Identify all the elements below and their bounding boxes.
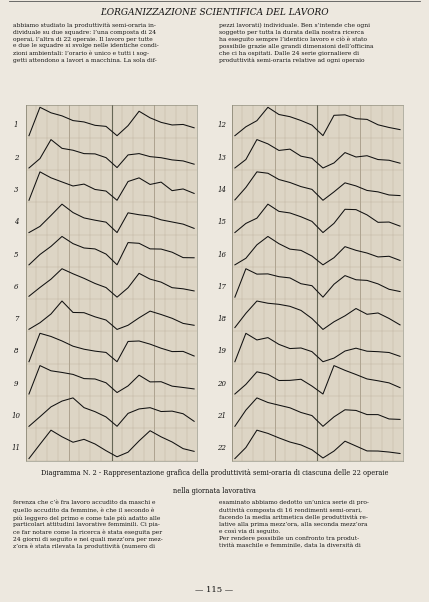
Text: 4: 4 — [14, 219, 18, 226]
Text: 11: 11 — [12, 444, 21, 452]
Text: abbiamo studiato la produttività semi-oraria in-
dividuale su due squadre: l’una: abbiamo studiato la produttività semi-or… — [13, 23, 158, 63]
Text: 7: 7 — [14, 315, 18, 323]
Text: 10: 10 — [12, 412, 21, 420]
Text: esaminato abbiamo dedotto un’unica serie di pro-
duttività composta di 16 rendim: esaminato abbiamo dedotto un’unica serie… — [219, 500, 369, 548]
Text: nella giornata lavorativa: nella giornata lavorativa — [173, 486, 256, 495]
Text: 14: 14 — [218, 186, 227, 194]
Text: 8: 8 — [14, 347, 18, 355]
Text: 18: 18 — [218, 315, 227, 323]
Text: L’ORGANIZZAZIONE SCIENTIFICA DEL LAVORO: L’ORGANIZZAZIONE SCIENTIFICA DEL LAVORO — [100, 8, 329, 17]
Text: 19: 19 — [218, 347, 227, 355]
Text: 6: 6 — [14, 283, 18, 291]
Text: 13: 13 — [218, 154, 227, 162]
Text: pezzi lavorati) individuale. Ben s’intende che ogni
soggetto per tutta la durata: pezzi lavorati) individuale. Ben s’inten… — [219, 23, 373, 63]
Text: 15: 15 — [218, 219, 227, 226]
Text: 9: 9 — [14, 380, 18, 388]
Text: 5: 5 — [14, 250, 18, 258]
Text: 20: 20 — [218, 380, 227, 388]
Text: 12: 12 — [218, 122, 227, 129]
Text: — 115 —: — 115 — — [196, 586, 233, 594]
Text: 22: 22 — [218, 444, 227, 452]
Text: 16: 16 — [218, 250, 227, 258]
Text: Diagramma N. 2 - Rappresentazione grafica della produttività semi-oraria di cias: Diagramma N. 2 - Rappresentazione grafic… — [41, 468, 388, 477]
Text: 21: 21 — [218, 412, 227, 420]
Text: 3: 3 — [14, 186, 18, 194]
Text: 1: 1 — [14, 122, 18, 129]
Text: ferenza che c’è fra lavoro accudito da maschi e
quello accudito da femmine, è ch: ferenza che c’è fra lavoro accudito da m… — [13, 500, 163, 549]
Text: 2: 2 — [14, 154, 18, 162]
Text: 17: 17 — [218, 283, 227, 291]
